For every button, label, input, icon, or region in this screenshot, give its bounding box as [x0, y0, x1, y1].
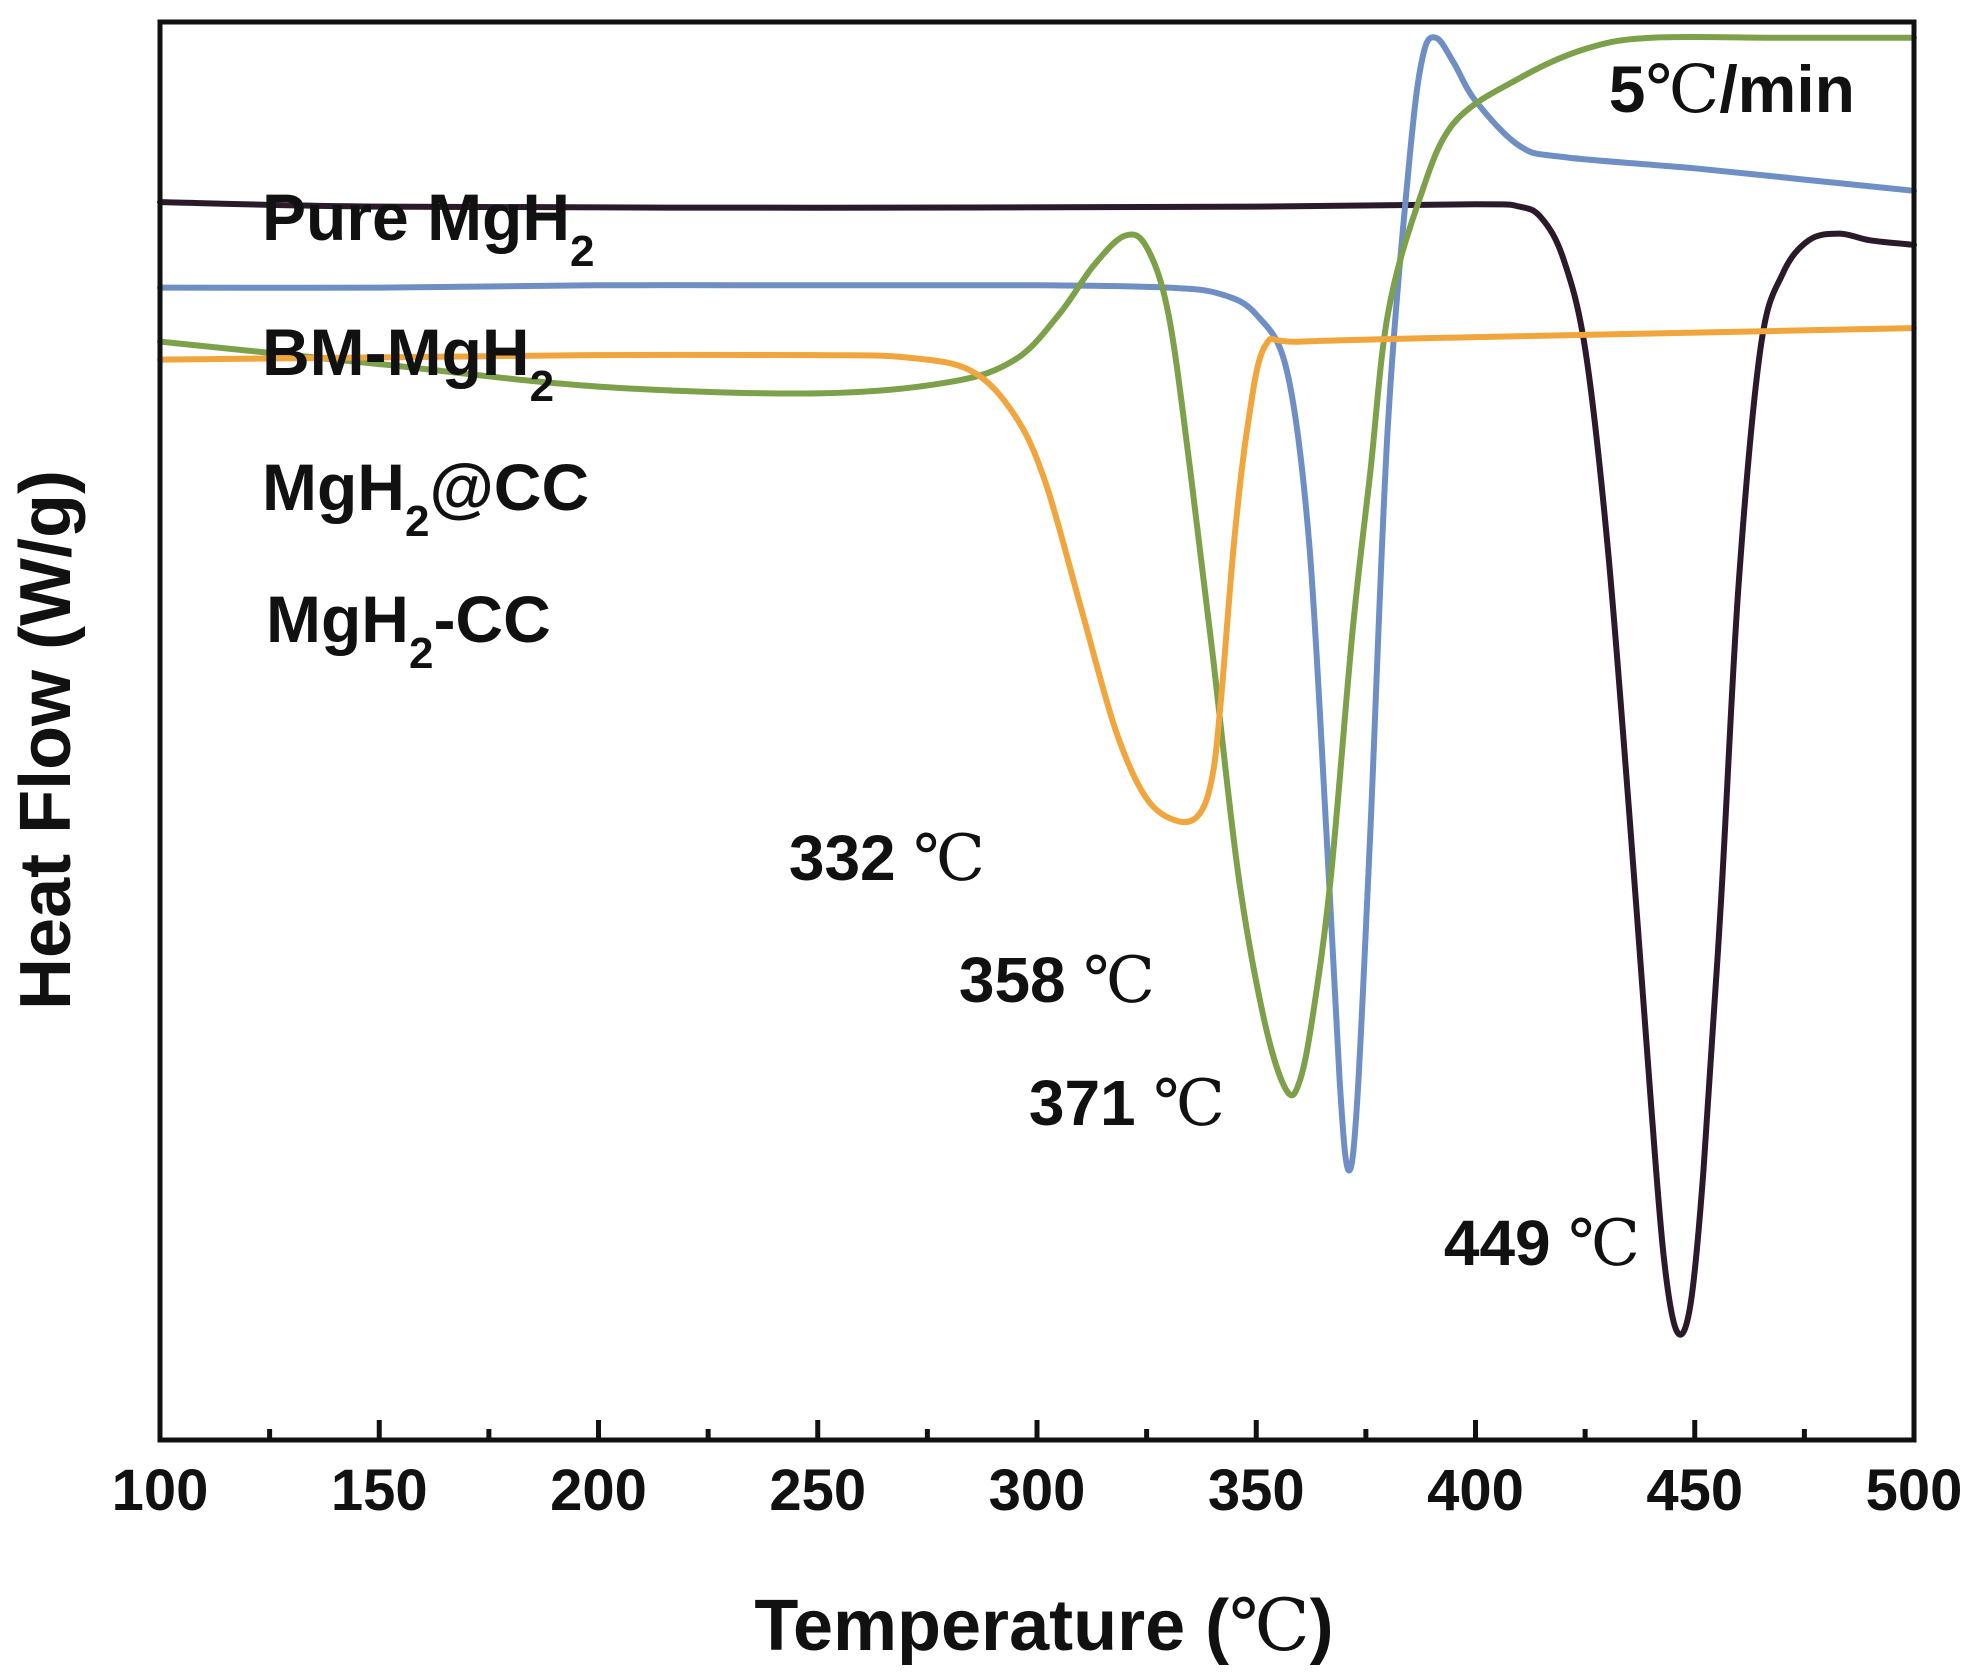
series-label-tail: -CC	[433, 582, 550, 656]
series-lines	[157, 33, 1917, 1338]
peak-value: 449	[1444, 1207, 1569, 1279]
x-tick-label: 250	[769, 1458, 866, 1523]
series-label-main: MgH	[262, 450, 405, 524]
peak-unit: ℃	[1153, 1067, 1225, 1141]
x-tick-label: 450	[1646, 1458, 1743, 1523]
peak-label-mgh2-cc: 358 ℃	[959, 944, 1155, 1018]
x-tick-label: 150	[331, 1458, 428, 1523]
series-label-main: Pure MgH	[262, 180, 570, 254]
series-label-mgh2-cc: MgH2-CC	[266, 582, 551, 678]
heating-rate-annotation: 5℃/min	[1609, 51, 1855, 128]
peak-unit: ℃	[1568, 1207, 1640, 1281]
x-tick-label: 200	[550, 1458, 647, 1523]
peak-value: 332	[789, 822, 914, 894]
heating-rate-unit: ℃	[1645, 51, 1719, 128]
peak-label-pure-mgh2: 449 ℃	[1444, 1207, 1640, 1281]
series-label-mgh2-cc: MgH2@CC	[262, 450, 589, 546]
x-axis-title-unit: ℃	[1229, 1583, 1310, 1667]
peak-unit: ℃	[913, 822, 985, 896]
peak-label-bm-mgh2: 371 ℃	[1029, 1067, 1225, 1141]
x-tick-label: 400	[1427, 1458, 1524, 1523]
series-line-mgh2-cc	[157, 325, 1917, 826]
x-tick-label: 300	[989, 1458, 1086, 1523]
series-label-subscript: 2	[409, 629, 433, 678]
series-label-pure-mgh2: Pure MgH2	[262, 180, 595, 276]
peak-unit: ℃	[1083, 944, 1155, 1018]
series-label-subscript: 2	[405, 497, 429, 546]
peak-value: 371	[1029, 1067, 1154, 1139]
x-tick-label: 350	[1208, 1458, 1305, 1523]
series-label-tail: @CC	[429, 450, 589, 524]
heating-rate-per-min: /min	[1719, 52, 1855, 126]
plot-frame	[157, 19, 1917, 1443]
x-tick-label: 500	[1866, 1458, 1963, 1523]
peak-value: 358	[959, 944, 1084, 1016]
x-axis-title: Temperature (℃)	[754, 1583, 1333, 1667]
series-line-pure-mgh2	[157, 199, 1917, 1338]
x-axis-ticks: 100 150 200 250 300 350 400 450 500	[112, 1420, 1963, 1523]
series-label-subscript: 2	[530, 362, 554, 411]
series-label-subscript: 2	[570, 227, 594, 276]
heating-rate-value: 5	[1609, 52, 1646, 126]
series-label-main: MgH	[266, 582, 409, 656]
x-axis-title-main: Temperature (	[754, 1586, 1229, 1666]
x-axis-title-close: )	[1310, 1586, 1334, 1666]
y-axis-title: Heat Flow (W/g)	[6, 470, 86, 1010]
peak-label-mgh2-cc: 332 ℃	[789, 822, 985, 896]
series-label-bm-mgh2: BM-MgH2	[262, 315, 554, 411]
x-tick-label: 100	[112, 1458, 209, 1523]
series-label-main: BM-MgH	[262, 315, 530, 389]
series-line-mgh2-cc	[157, 33, 1917, 1099]
